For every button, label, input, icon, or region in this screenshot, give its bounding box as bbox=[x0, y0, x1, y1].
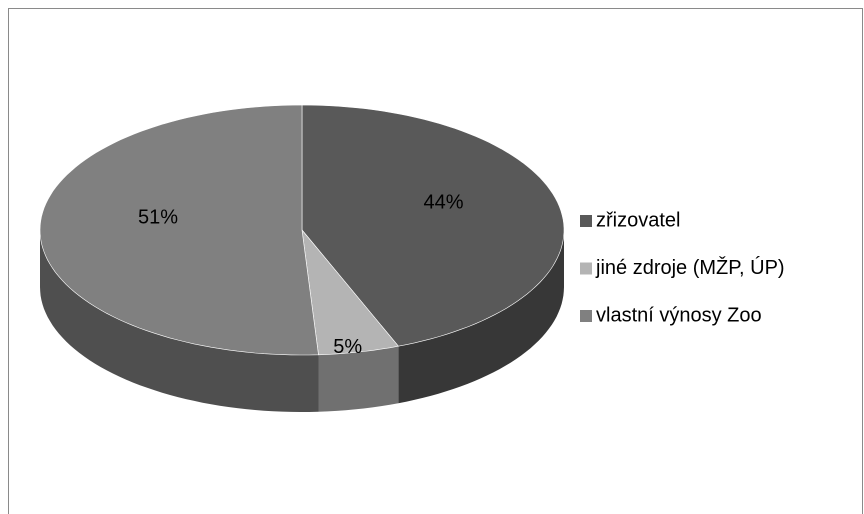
slice bbox=[301, 104, 565, 347]
slice-side bbox=[398, 230, 564, 404]
data-label: 51% bbox=[138, 206, 178, 228]
slice bbox=[39, 104, 319, 356]
legend-swatch bbox=[580, 262, 592, 275]
slice-side bbox=[318, 346, 399, 412]
legend-swatch bbox=[580, 310, 592, 322]
legend-label: jiné zdroje (MŽP, ÚP) bbox=[595, 256, 785, 279]
legend-swatch bbox=[580, 215, 592, 227]
legend-label: zřizovatel bbox=[596, 209, 680, 231]
slice-side bbox=[40, 230, 319, 412]
legend-label: vlastní výnosy Zoo bbox=[596, 304, 762, 326]
data-label: 5% bbox=[333, 336, 362, 358]
slice bbox=[301, 229, 399, 356]
data-label: 44% bbox=[424, 191, 464, 213]
